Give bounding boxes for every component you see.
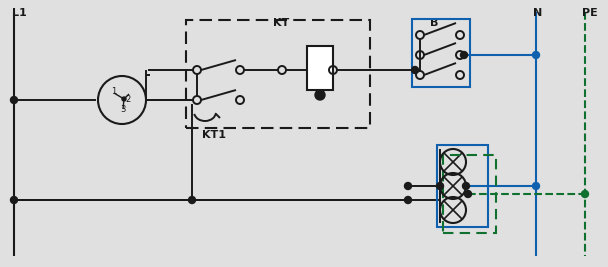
Circle shape bbox=[463, 183, 469, 190]
Text: 2: 2 bbox=[125, 95, 131, 104]
Text: PE: PE bbox=[582, 8, 598, 18]
Text: L1: L1 bbox=[12, 8, 27, 18]
Circle shape bbox=[465, 190, 471, 198]
Circle shape bbox=[581, 190, 589, 198]
Circle shape bbox=[404, 197, 412, 203]
Circle shape bbox=[437, 183, 443, 190]
Text: KT1: KT1 bbox=[202, 130, 226, 140]
FancyBboxPatch shape bbox=[307, 46, 333, 90]
Circle shape bbox=[404, 183, 412, 190]
Circle shape bbox=[315, 90, 325, 100]
Text: KT: KT bbox=[273, 18, 289, 28]
Circle shape bbox=[412, 66, 418, 73]
Circle shape bbox=[10, 197, 18, 203]
Text: B: B bbox=[430, 18, 438, 28]
Text: 3: 3 bbox=[120, 105, 126, 115]
Text: 1: 1 bbox=[111, 88, 117, 96]
Circle shape bbox=[460, 52, 468, 58]
Circle shape bbox=[10, 96, 18, 104]
Text: N: N bbox=[533, 8, 542, 18]
Circle shape bbox=[533, 183, 539, 190]
Circle shape bbox=[122, 97, 126, 101]
Circle shape bbox=[533, 52, 539, 58]
Circle shape bbox=[188, 197, 196, 203]
